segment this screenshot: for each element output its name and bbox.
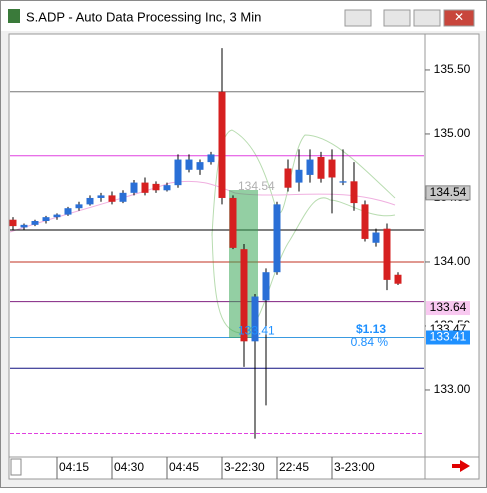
x-tick-label: 3-23:00 bbox=[334, 460, 375, 474]
price-tag bbox=[425, 185, 471, 201]
candle-body bbox=[218, 91, 226, 198]
price-tag bbox=[426, 330, 470, 345]
app-icon bbox=[8, 9, 20, 23]
maximize-button[interactable] bbox=[413, 9, 441, 27]
candle-body bbox=[361, 204, 369, 239]
candle-body bbox=[86, 197, 94, 205]
candle-body bbox=[251, 296, 259, 342]
price-tag-label: 134.54 bbox=[430, 185, 467, 199]
candle-body bbox=[295, 169, 303, 183]
price-tag-label: 133.41 bbox=[430, 330, 467, 344]
candle-body bbox=[383, 228, 391, 280]
lower-band bbox=[211, 197, 396, 334]
x-tick-label: 04:45 bbox=[169, 460, 199, 474]
candle-body bbox=[53, 214, 61, 218]
candle-body bbox=[64, 208, 72, 215]
candle-body bbox=[9, 219, 17, 227]
candle-body bbox=[229, 197, 237, 248]
candle-body bbox=[185, 159, 193, 170]
candle-body bbox=[350, 181, 358, 204]
candle-body bbox=[328, 159, 336, 178]
x-tick-label: 04:30 bbox=[114, 460, 144, 474]
candle-body bbox=[163, 185, 171, 191]
candle-body bbox=[75, 204, 83, 209]
minimize-button[interactable] bbox=[383, 9, 411, 27]
scroll-right[interactable] bbox=[452, 460, 470, 472]
chart-price-label: 133.41 bbox=[238, 324, 275, 338]
y-tick-label: 135.50 bbox=[434, 62, 471, 76]
candle-body bbox=[196, 162, 204, 170]
price-change: $1.13 bbox=[356, 322, 386, 336]
y-tick-label: 134.00 bbox=[434, 254, 471, 268]
chart-price-label: 134.54 bbox=[238, 179, 275, 193]
candle-body bbox=[31, 220, 39, 225]
y-tick-label: 135.00 bbox=[434, 126, 471, 140]
candle-body bbox=[97, 195, 105, 198]
x-tick-label: 22:45 bbox=[279, 460, 309, 474]
candle-body bbox=[240, 249, 248, 342]
candle-body bbox=[42, 217, 50, 221]
y-tick-label: 133.00 bbox=[434, 382, 471, 396]
candle-body bbox=[372, 232, 380, 243]
candle-body bbox=[273, 204, 281, 273]
candle-body bbox=[119, 192, 127, 202]
x-tick-label: 04:15 bbox=[59, 460, 89, 474]
candle-body bbox=[262, 272, 270, 301]
candle-body bbox=[207, 154, 215, 163]
candle-body bbox=[20, 224, 28, 228]
candle-body bbox=[130, 182, 138, 193]
moving-average bbox=[9, 180, 396, 233]
close-button[interactable] bbox=[443, 9, 475, 27]
link-button[interactable] bbox=[344, 9, 372, 27]
candle-body bbox=[317, 156, 325, 179]
candle-body bbox=[339, 181, 347, 183]
close-icon: ✕ bbox=[454, 10, 464, 24]
x-tick-label: 3-22:30 bbox=[224, 460, 265, 474]
candle-body bbox=[284, 168, 292, 188]
candle-body bbox=[394, 274, 402, 284]
price-tag-label: 133.64 bbox=[430, 300, 467, 314]
percent-change: 0.84 % bbox=[351, 335, 389, 349]
candle-body bbox=[108, 195, 116, 202]
price-tag bbox=[426, 301, 470, 316]
candle-body bbox=[152, 183, 160, 191]
candle-body bbox=[141, 182, 149, 193]
candle-body bbox=[306, 159, 314, 175]
window-title: S.ADP - Auto Data Processing Inc, 3 Min bbox=[26, 9, 261, 24]
candle-body bbox=[174, 159, 182, 186]
scroll-box[interactable] bbox=[10, 458, 22, 476]
